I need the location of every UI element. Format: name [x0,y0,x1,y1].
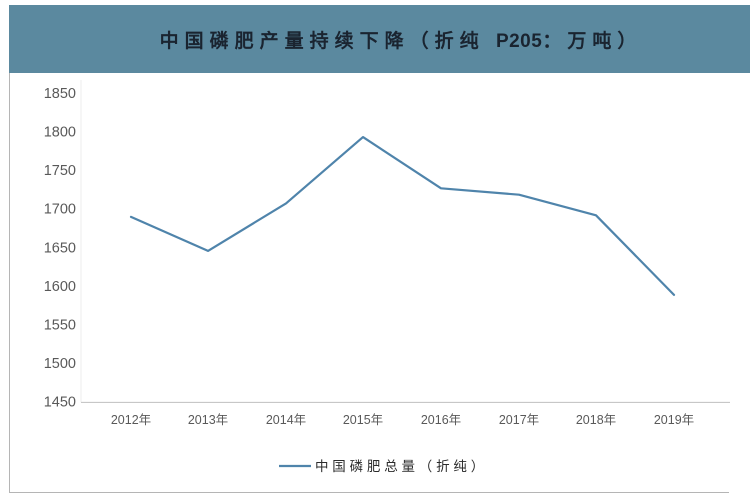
svg-text:1500: 1500 [44,356,76,372]
svg-text:2017年: 2017年 [499,413,539,427]
svg-text:1700: 1700 [44,202,76,218]
svg-text:1550: 1550 [44,317,76,333]
svg-text:2016年: 2016年 [421,413,461,427]
svg-text:2019年: 2019年 [654,413,694,427]
svg-text:2014年: 2014年 [266,413,306,427]
svg-text:1650: 1650 [44,240,76,256]
svg-text:1800: 1800 [44,125,76,141]
svg-text:1600: 1600 [44,279,76,295]
svg-text:2015年: 2015年 [343,413,383,427]
svg-text:2018年: 2018年 [576,413,616,427]
svg-text:中国磷肥总量（折纯）: 中国磷肥总量（折纯） [315,459,488,474]
svg-text:2012年: 2012年 [111,413,151,427]
svg-text:1450: 1450 [44,395,76,411]
svg-text:1750: 1750 [44,163,76,179]
svg-text:1850: 1850 [44,86,76,102]
svg-text:2013年: 2013年 [188,413,228,427]
